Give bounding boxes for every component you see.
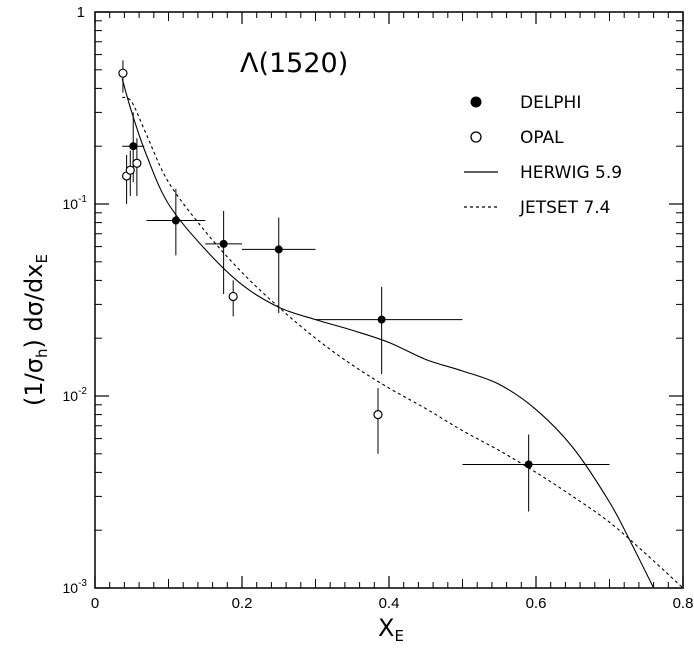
opal-point — [132, 158, 142, 168]
delphi-point — [274, 245, 283, 254]
legend-label-jetset: JETSET 7.4 — [519, 198, 611, 218]
x-tick-label: 0.6 — [526, 595, 547, 612]
data-points — [118, 60, 610, 512]
legend-label-delphi: DELPHI — [520, 93, 581, 113]
delphi-point — [377, 315, 386, 324]
delphi-point — [171, 216, 180, 225]
legend-marker-opal — [470, 131, 482, 143]
y-tick-label: 1 — [77, 4, 85, 21]
x-tick-label: 0.2 — [232, 595, 253, 612]
x-tick-label: 0.8 — [673, 595, 694, 612]
model-curves — [121, 78, 684, 589]
legend-marker-delphi — [470, 96, 482, 108]
legend: DELPHI OPAL HERWIG 5.9 JETSET 7.4 — [464, 93, 622, 218]
curve-herwig — [121, 78, 655, 589]
plot-frame — [94, 11, 684, 589]
x-tick-label: 0.4 — [379, 595, 400, 612]
delphi-point — [129, 142, 138, 151]
opal-point — [228, 291, 238, 302]
opal-point — [118, 68, 128, 78]
legend-label-opal: OPAL — [520, 128, 564, 148]
chart-title: Λ(1520) — [240, 48, 348, 79]
y-tick-label: 10-3 — [63, 578, 88, 596]
y-axis-label: (1/σh) dσ/dxE — [20, 254, 51, 406]
opal-point — [373, 410, 383, 420]
axis-ticks: 0 0.2 0.4 0.6 0.8 1 10-1 10-2 10-3 — [63, 4, 694, 612]
legend-label-herwig: HERWIG 5.9 — [520, 163, 622, 183]
y-tick-label: 10-1 — [63, 194, 88, 212]
curve-jetset — [121, 96, 684, 589]
delphi-point — [524, 460, 533, 469]
x-axis-label: XE — [378, 614, 404, 645]
y-tick-label: 10-2 — [63, 386, 88, 404]
x-tick-label: 0 — [91, 595, 99, 612]
opal-point — [125, 165, 135, 175]
delphi-point — [219, 239, 228, 248]
